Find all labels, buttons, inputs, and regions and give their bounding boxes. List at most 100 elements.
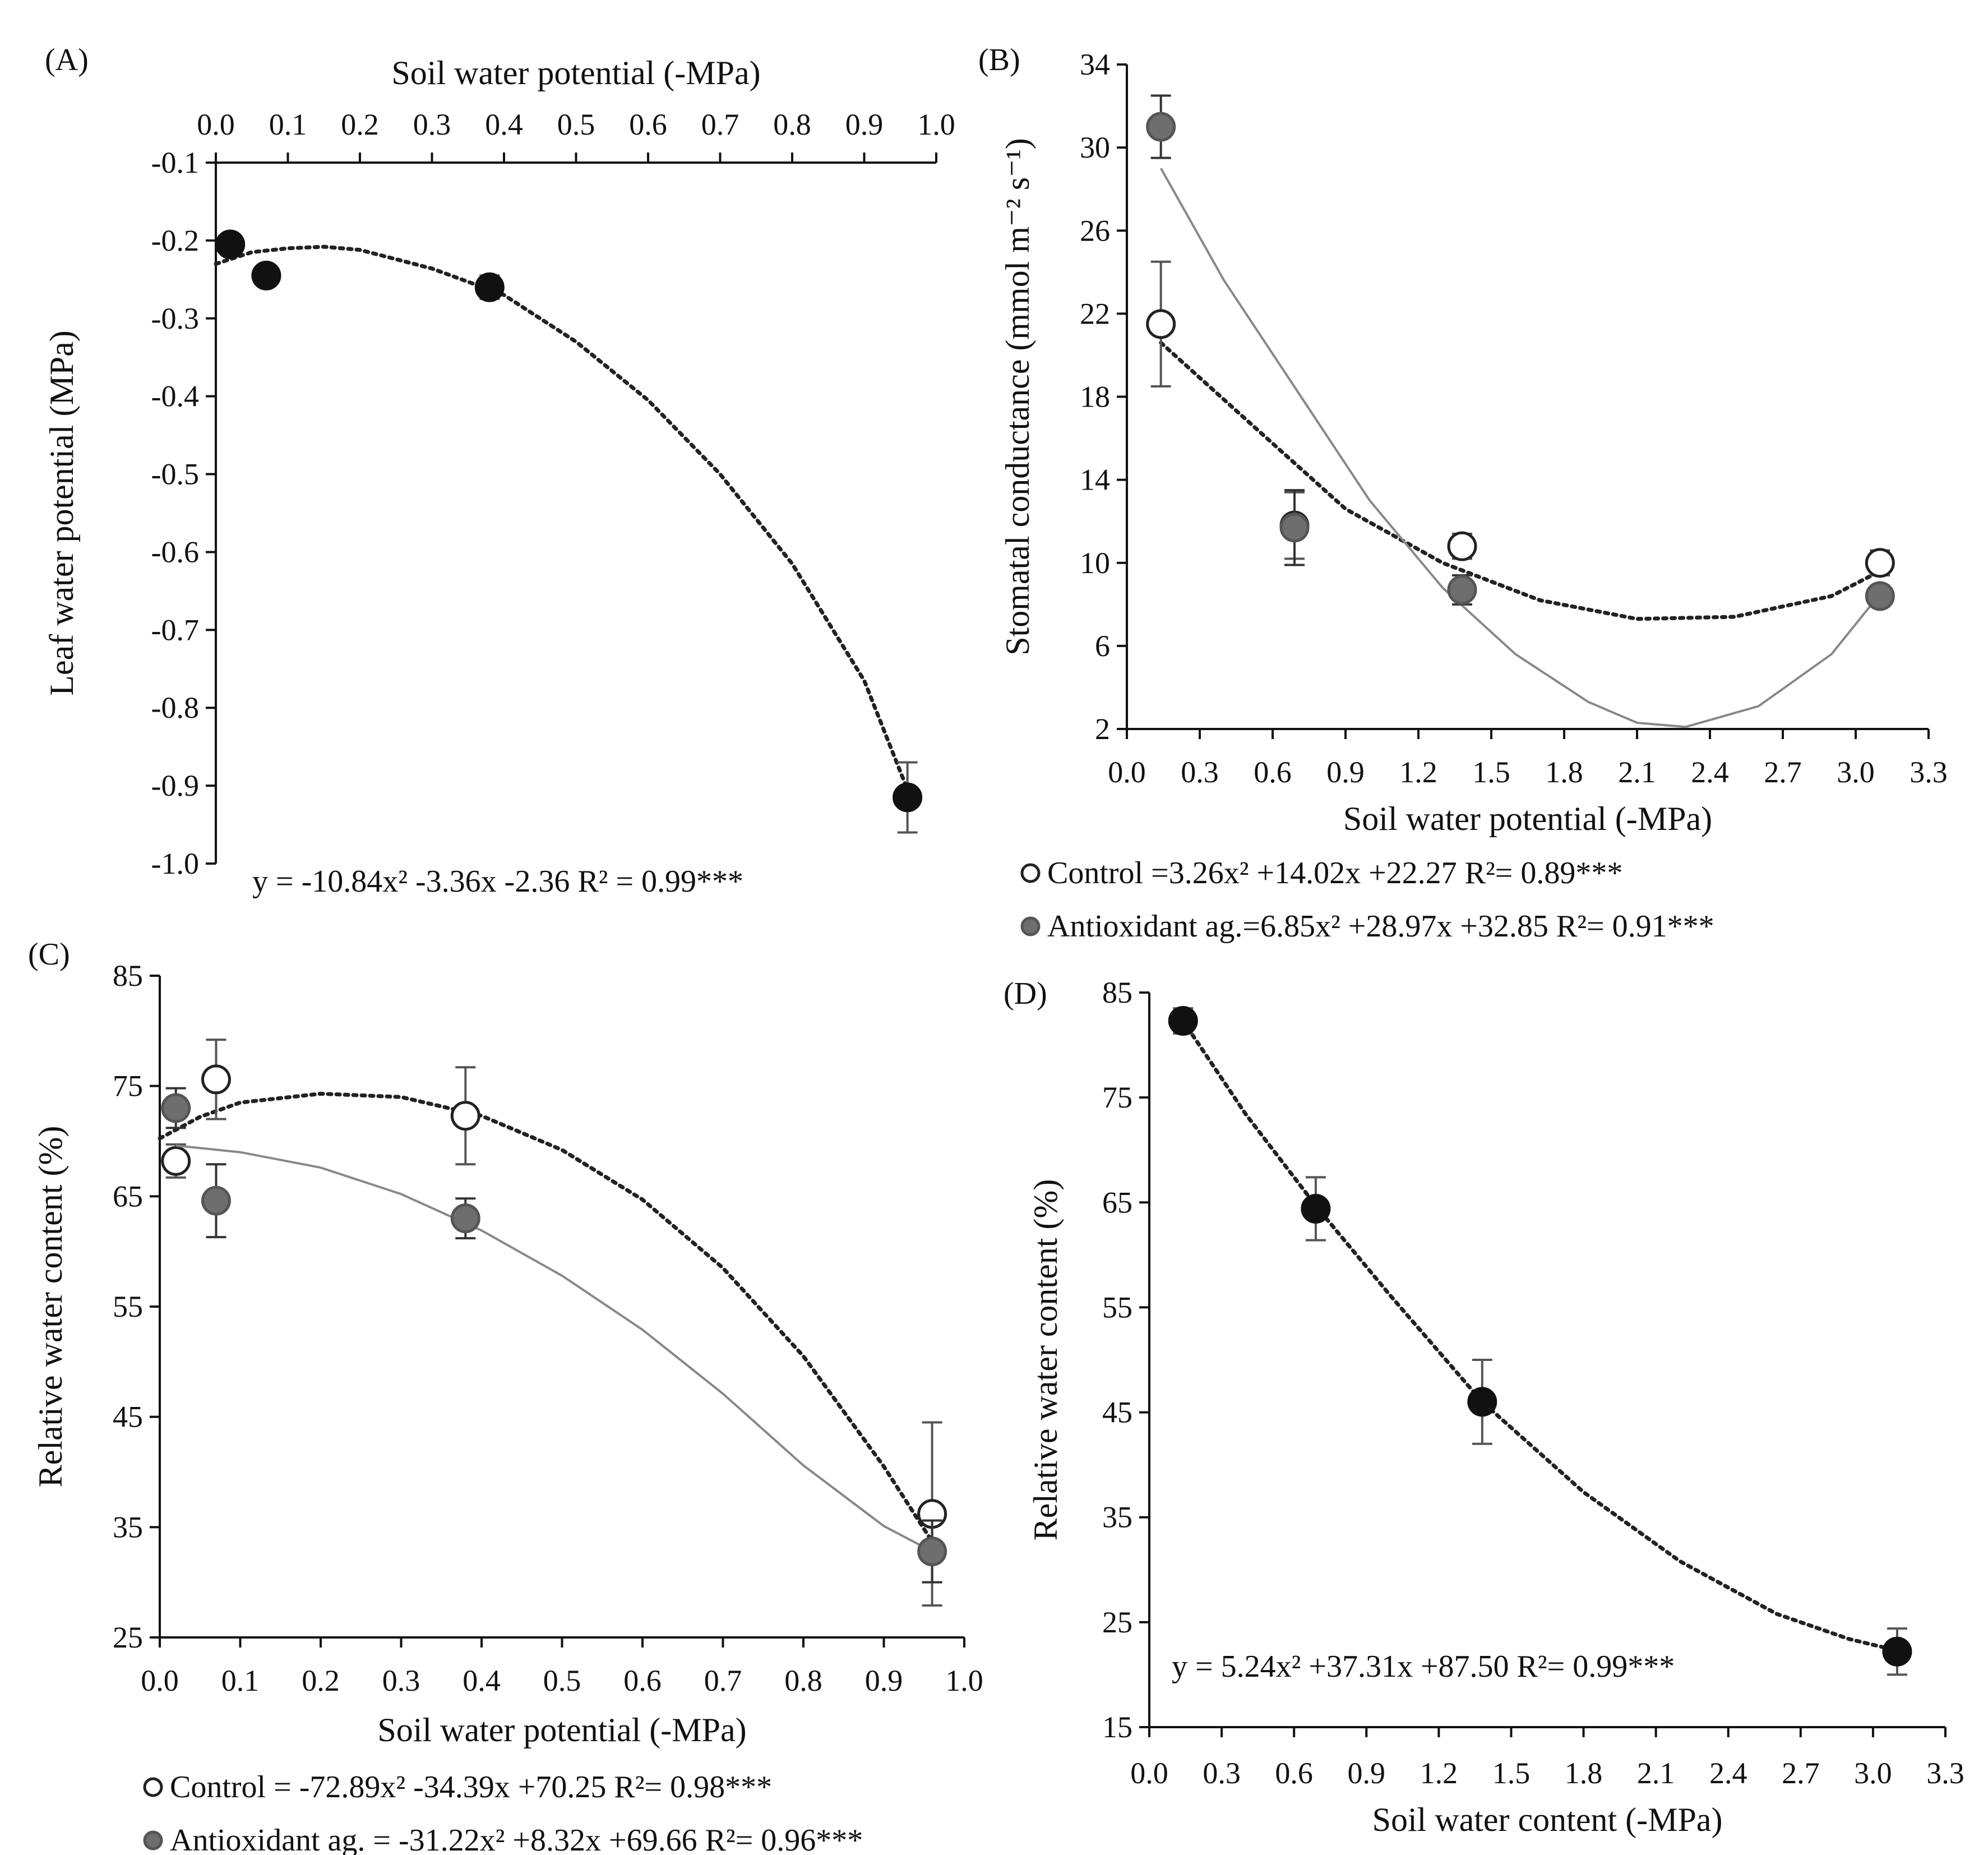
x-tick-label: 0.3 [382, 1664, 420, 1697]
x-tick-label: 0.0 [1130, 1756, 1168, 1790]
equation-text: y = 5.24x² +37.31x +87.50 R²= 0.99*** [1172, 1649, 1675, 1684]
y-tick-label: -0.8 [151, 691, 199, 725]
x-tick-label: 1.2 [1399, 755, 1437, 789]
x-tick-label: 1.8 [1545, 755, 1583, 789]
y-tick-label: 75 [1102, 1081, 1132, 1114]
data-point [201, 1185, 231, 1216]
y-tick-label: 10 [1080, 546, 1110, 580]
x-tick-label: 2.7 [1782, 1756, 1820, 1790]
fit-curve [1159, 168, 1881, 728]
panel-label: (B) [978, 43, 1020, 77]
data-point [161, 1146, 191, 1176]
data-point [450, 1101, 480, 1131]
y-tick-label: 65 [113, 1179, 143, 1213]
y-tick-label: -0.1 [151, 146, 199, 179]
y-tick-label: 45 [113, 1400, 143, 1434]
data-point [1882, 1636, 1912, 1667]
series-antioxidant-ag [1146, 94, 1895, 728]
y-tick-label: -0.6 [151, 535, 199, 569]
y-tick-label: -0.7 [151, 613, 199, 647]
x-tick-label: 0.6 [1275, 1756, 1313, 1790]
x-tick-label: 3.0 [1837, 755, 1875, 789]
x-tick-label: 0.0 [1108, 755, 1146, 789]
data-point [215, 229, 246, 260]
y-tick-label: 55 [1102, 1290, 1132, 1324]
equation-text: Control =3.26x² +14.02x +22.27 R²= 0.89*… [1047, 856, 1622, 890]
x-tick-label: 0.2 [302, 1664, 340, 1697]
y-tick-label: -0.3 [151, 302, 199, 335]
x-tick-label: 1.0 [945, 1664, 983, 1697]
y-tick-label: 14 [1080, 463, 1110, 497]
y-tick-label: 25 [113, 1621, 143, 1654]
x-tick-label: 1.8 [1565, 1756, 1603, 1790]
equation-text: y = -10.84x² -3.36x -2.36 R² = 0.99*** [252, 864, 743, 899]
data-point [1467, 1387, 1497, 1417]
series-main [214, 229, 923, 834]
y-tick-label: 75 [113, 1069, 143, 1103]
x-tick-label: 0.5 [543, 1664, 581, 1697]
data-point [1146, 112, 1176, 142]
y-tick-label: -0.5 [151, 458, 199, 491]
x-tick-label: 0.9 [845, 108, 884, 141]
legend-marker [1020, 916, 1041, 936]
x-tick-label: 0.3 [1181, 755, 1219, 789]
x-tick-label: 0.3 [413, 108, 451, 141]
data-point [1279, 513, 1310, 543]
x-tick-label: 0.6 [623, 1664, 662, 1697]
y-tick-label: 45 [1102, 1396, 1132, 1429]
legend-marker [143, 1777, 163, 1797]
x-tick-label: 2.4 [1691, 755, 1729, 789]
y-tick-label: -1.0 [151, 847, 199, 880]
x-axis-label: Soil water potential (-MPa) [391, 54, 760, 91]
data-point [1447, 575, 1477, 605]
x-tick-label: 0.4 [463, 1664, 501, 1697]
data-point [1865, 548, 1895, 578]
y-tick-label: 85 [113, 959, 143, 993]
x-tick-label: 0.8 [773, 108, 811, 141]
x-tick-label: 0.8 [784, 1664, 822, 1697]
y-tick-label: -0.9 [151, 769, 199, 802]
x-tick-label: 2.7 [1764, 755, 1802, 789]
y-tick-label: -0.4 [151, 380, 199, 413]
y-tick-label: 85 [1102, 976, 1132, 1009]
x-tick-label: 2.1 [1618, 755, 1656, 789]
y-tick-label: 26 [1080, 214, 1110, 247]
equation-text: Antioxidant ag.=6.85x² +28.97x +32.85 R²… [1047, 909, 1714, 944]
y-tick-label: 65 [1102, 1185, 1132, 1219]
y-tick-label: 25 [1102, 1605, 1132, 1639]
x-axis-label: Soil water potential (-MPa) [377, 1711, 746, 1748]
fit-curve [1181, 1019, 1899, 1653]
x-tick-label: 0.6 [629, 108, 667, 141]
fit-curve [175, 1144, 933, 1553]
x-tick-label: 3.3 [1926, 1756, 1964, 1790]
data-point [201, 1064, 231, 1095]
data-point [474, 272, 505, 302]
chart-panel-c: (C) 0.0 0.1 0.2 0.3 0.4 0.5 0.6 0.7 0.8 0.9 1.0 25 35… [28, 937, 983, 1855]
y-tick-label: 2 [1095, 712, 1110, 746]
chart-panel-d: (D) 0.0 0.3 0.6 0.9 1.2 1.5 1.8 2.1 2.4 2.7 3.0 3.3 1… [1004, 976, 1964, 1838]
y-axis-label: Leaf water potential (MPa) [43, 330, 80, 695]
x-tick-label: 0.7 [701, 108, 739, 141]
fit-curve [158, 1091, 935, 1544]
x-axis-label: Soil water content (-MPa) [1372, 1801, 1723, 1838]
fit-curve [214, 244, 910, 792]
y-tick-label: 22 [1080, 297, 1110, 330]
y-axis-label: Stomatal conductance (mmol m⁻² s⁻¹) [999, 138, 1036, 655]
data-point [893, 782, 923, 813]
x-tick-label: 1.5 [1492, 1756, 1531, 1790]
x-tick-label: 0.5 [557, 108, 595, 141]
y-tick-label: 30 [1080, 131, 1110, 164]
x-tick-label: 2.1 [1637, 1756, 1675, 1790]
equation-text: Control = -72.89x² -34.39x +70.25 R²= 0.… [170, 1770, 772, 1805]
x-tick-label: 3.0 [1854, 1756, 1892, 1790]
data-point [1865, 581, 1895, 611]
y-axis-label: Relative water content (%) [32, 1126, 69, 1488]
panel-label: (A) [45, 43, 89, 77]
data-point [917, 1536, 947, 1567]
x-tick-label: 0.0 [197, 108, 235, 141]
data-point [1301, 1194, 1331, 1224]
series-antioxidant-ag [161, 1087, 947, 1584]
x-axis-label: Soil water potential (-MPa) [1343, 800, 1712, 837]
y-tick-label: 35 [1102, 1501, 1132, 1534]
data-point [1168, 1006, 1198, 1036]
